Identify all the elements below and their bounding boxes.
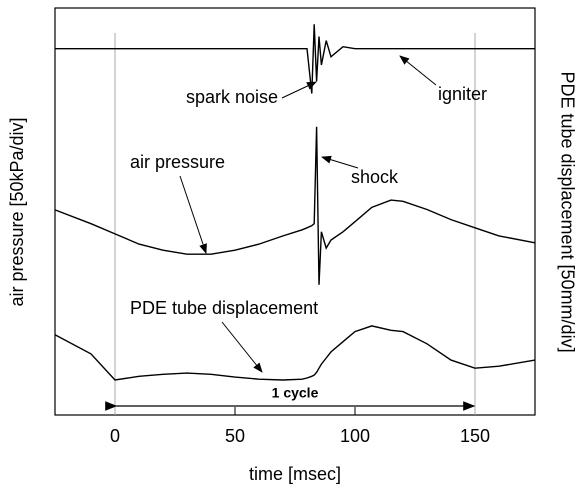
x-tick-label: 0 [110, 426, 120, 446]
cycle-label: 1 cycle [272, 385, 319, 401]
trace [54, 325, 536, 381]
x-tick-label: 100 [340, 426, 370, 446]
annotation-arrow [281, 81, 317, 99]
plot-frame [54, 7, 536, 416]
x-axis-label: time [msec] [249, 464, 341, 484]
y2-axis-label: PDE tube displacement [50mm/div] [557, 71, 577, 352]
x-tick-label: 50 [225, 426, 245, 446]
annotation-arrow [179, 175, 207, 254]
series-label: PDE tube displacement [130, 298, 318, 318]
annotation: igniter [438, 84, 487, 104]
annotation: spark noise [186, 87, 278, 107]
annotation-arrow [221, 321, 263, 373]
y-axis-label: air pressure [50kPa/div] [7, 117, 27, 306]
annotation-arrow [399, 55, 437, 86]
annotation: air pressure [130, 152, 225, 172]
x-tick-label: 150 [460, 426, 490, 446]
annotation: shock [351, 167, 399, 187]
annotation-arrow [321, 155, 359, 169]
trace [54, 126, 536, 285]
trace [55, 24, 535, 94]
